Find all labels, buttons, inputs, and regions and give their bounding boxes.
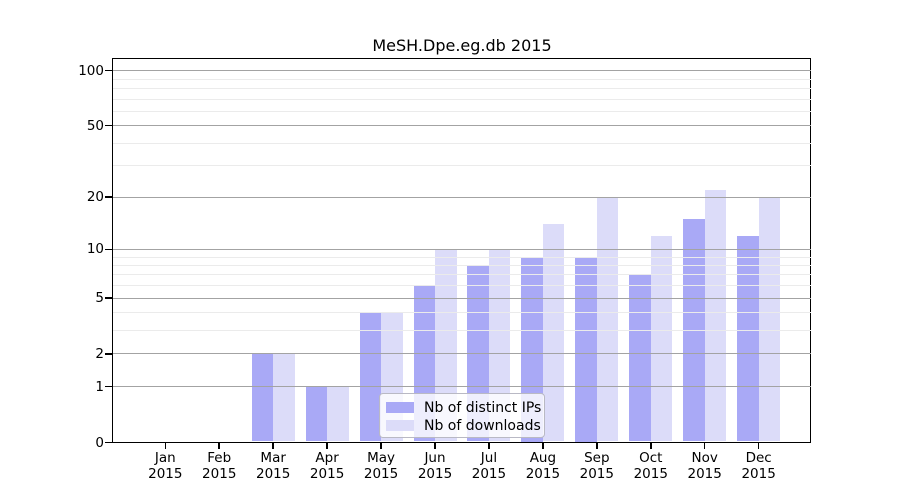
minor-gridline <box>113 142 811 144</box>
x-axis-tick <box>380 442 382 449</box>
x-axis-label: Nov 2015 <box>687 450 722 482</box>
minor-gridline <box>113 98 811 100</box>
y-axis-tick <box>105 441 112 444</box>
bar-oct-ips <box>629 274 651 442</box>
bar-sep-downloads <box>596 197 619 442</box>
bar-apr-downloads <box>327 386 349 442</box>
bar-dec-ips <box>737 235 759 442</box>
minor-gridline <box>113 110 811 112</box>
major-gridline <box>113 386 811 388</box>
bar-aug-downloads <box>542 224 565 442</box>
x-axis-tick <box>488 442 490 449</box>
legend-item-downloads: Nb of downloads <box>386 417 544 434</box>
minor-gridline <box>113 285 811 287</box>
x-axis-tick <box>434 442 436 449</box>
minor-gridline <box>113 256 811 258</box>
legend: Nb of distinct IPs Nb of downloads <box>379 393 545 438</box>
x-axis-label: Jun 2015 <box>417 450 453 482</box>
bar-may-ips <box>359 312 382 442</box>
y-axis-label: 20 <box>86 189 104 206</box>
x-axis-tick <box>703 442 706 449</box>
x-axis-tick <box>650 442 652 449</box>
bar-oct-downloads <box>650 235 673 442</box>
bar-mar-downloads <box>273 353 295 442</box>
y-axis-label: 5 <box>95 290 104 307</box>
y-axis-tick <box>105 196 112 198</box>
legend-swatch-downloads <box>386 420 414 431</box>
bar-sep-ips <box>575 257 597 442</box>
x-axis-label: Mar 2015 <box>255 450 291 482</box>
x-axis-label: May 2015 <box>363 450 399 482</box>
y-axis-label: 1 <box>95 378 104 395</box>
x-axis-tick <box>542 442 544 449</box>
x-axis-label: Jan 2015 <box>148 450 183 482</box>
bar-nov-downloads <box>704 189 727 442</box>
minor-gridline <box>113 312 811 314</box>
major-gridline <box>113 297 811 299</box>
y-axis-tick <box>105 297 112 299</box>
bar-dec-downloads <box>758 197 781 442</box>
minor-gridline <box>113 87 811 89</box>
minor-gridline <box>113 165 811 167</box>
x-axis-tick <box>164 442 167 449</box>
x-axis-tick <box>326 442 328 449</box>
x-axis-tick <box>757 442 760 449</box>
x-axis-label: Dec 2015 <box>741 450 776 482</box>
minor-gridline <box>113 274 811 276</box>
x-axis-label: Oct 2015 <box>633 450 668 482</box>
legend-label-distinct-ips: Nb of distinct IPs <box>424 399 542 416</box>
minor-gridline <box>113 78 811 80</box>
x-axis-label: Apr 2015 <box>309 450 345 482</box>
bar-apr-ips <box>305 386 328 442</box>
x-axis-tick <box>272 442 274 449</box>
x-axis-tick <box>218 442 220 449</box>
minor-gridline <box>113 330 811 332</box>
y-axis-label: 0 <box>95 434 104 451</box>
major-gridline <box>113 353 811 355</box>
y-axis-label: 100 <box>78 62 104 79</box>
chart-title: MeSH.Dpe.eg.db 2015 <box>372 36 552 55</box>
major-gridline <box>113 70 811 72</box>
minor-gridline <box>113 264 811 266</box>
x-axis-label: Sep 2015 <box>579 450 614 482</box>
legend-label-downloads: Nb of downloads <box>424 417 541 434</box>
y-axis-tick <box>105 124 112 127</box>
y-axis-tick <box>105 385 112 388</box>
x-axis-label: Feb 2015 <box>202 450 237 482</box>
y-axis-tick <box>105 69 112 72</box>
x-axis-label: Aug 2015 <box>525 450 561 482</box>
bar-mar-ips <box>251 353 274 442</box>
major-gridline <box>113 196 811 198</box>
major-gridline <box>113 125 811 127</box>
legend-swatch-distinct-ips <box>386 402 414 413</box>
x-axis-tick <box>596 442 598 449</box>
y-axis-label: 50 <box>86 117 104 134</box>
major-gridline <box>113 248 811 250</box>
y-axis-label: 2 <box>95 345 104 362</box>
y-axis-tick <box>105 248 112 251</box>
y-axis-label: 10 <box>86 241 104 258</box>
x-axis-label: Jul 2015 <box>471 450 507 482</box>
legend-item-distinct-ips: Nb of distinct IPs <box>386 399 544 416</box>
y-axis-tick <box>105 353 112 355</box>
